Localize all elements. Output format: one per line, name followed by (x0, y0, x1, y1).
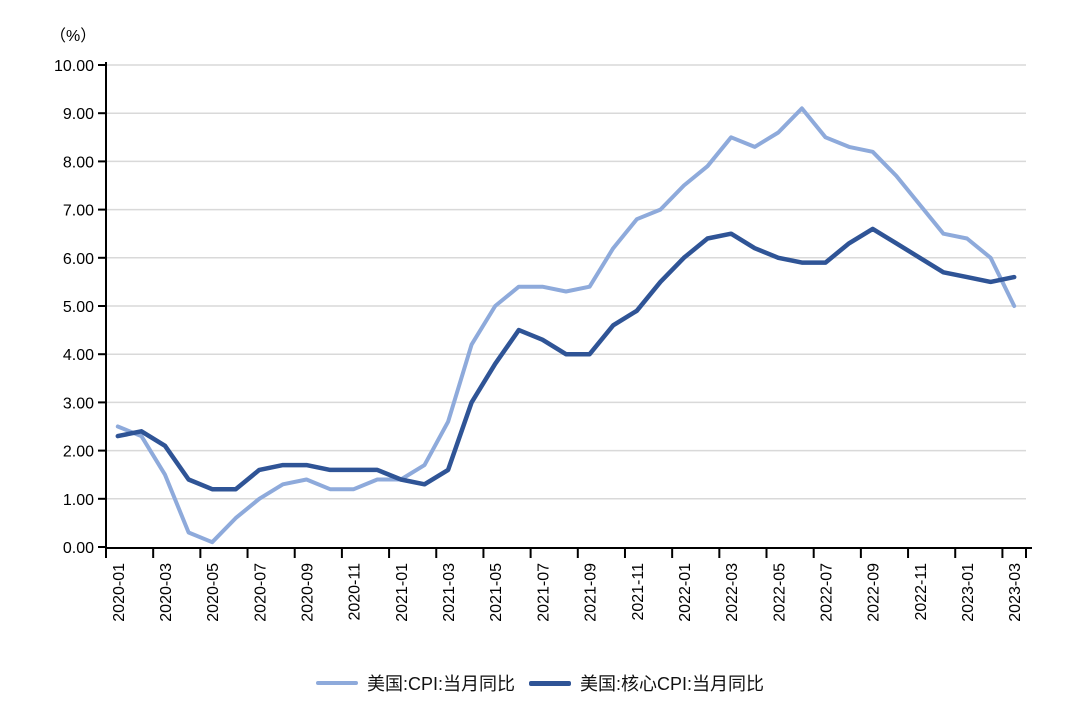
y-tick-label: 8.00 (63, 154, 94, 171)
x-tick-label: 2020-01 (111, 563, 128, 622)
legend-label-core-cpi: 美国:核心CPI:当月同比 (580, 674, 765, 694)
y-tick-label: 4.00 (63, 347, 94, 364)
cpi-series-line (115, 106, 1017, 545)
x-tick-label: 2022-07 (818, 563, 835, 622)
legend-swatch-cpi-line (315, 681, 358, 685)
x-tick-label: 2021-03 (441, 563, 458, 622)
x-tick-label: 2020-09 (300, 563, 317, 622)
y-tick-label: 0.00 (63, 540, 94, 557)
x-tick-label: 2020-07 (252, 563, 269, 622)
y-tick-label: 1.00 (63, 492, 94, 509)
x-tick-label: 2021-09 (583, 563, 600, 622)
x-tick-label: 2023-01 (960, 563, 977, 622)
x-tick-label: 2022-09 (866, 563, 883, 622)
y-tick-label: 9.00 (63, 106, 94, 123)
y-tick-label: 7.00 (63, 203, 94, 220)
x-tick-label: 2022-11 (913, 563, 930, 621)
y-tick-label: 3.00 (63, 395, 94, 412)
y-axis-unit-label: （%） (50, 28, 97, 45)
x-tick-label: 2021-07 (535, 563, 552, 622)
chart-legend: 美国:CPI:当月同比 美国:核心CPI:当月同比 (0, 670, 1080, 696)
x-tick-label: 2020-05 (205, 563, 222, 622)
legend-label-cpi: 美国:CPI:当月同比 (366, 674, 515, 694)
x-tick-label: 2020-11 (347, 563, 364, 621)
legend-swatch-core-cpi-line (529, 680, 571, 686)
x-tick-label: 2020-03 (158, 563, 175, 622)
y-tick-label: 10.00 (54, 58, 94, 75)
legend-item-core-cpi: 美国:核心CPI:当月同比 (529, 670, 764, 696)
x-tick-label: 2022-03 (724, 563, 741, 622)
x-tick-label: 2021-01 (394, 563, 411, 622)
x-tick-label: 2022-05 (771, 563, 788, 622)
y-tick-label: 6.00 (63, 251, 94, 268)
x-tick-label: 2022-01 (677, 563, 694, 622)
core-cpi-series-line (115, 226, 1017, 492)
x-tick-label: 2021-05 (488, 563, 505, 622)
x-tick-label: 2023-03 (1007, 563, 1024, 622)
y-tick-label: 5.00 (63, 299, 94, 316)
x-tick-label: 2021-11 (630, 563, 647, 621)
y-tick-label: 2.00 (63, 444, 94, 461)
legend-item-cpi: 美国:CPI:当月同比 (315, 670, 515, 696)
